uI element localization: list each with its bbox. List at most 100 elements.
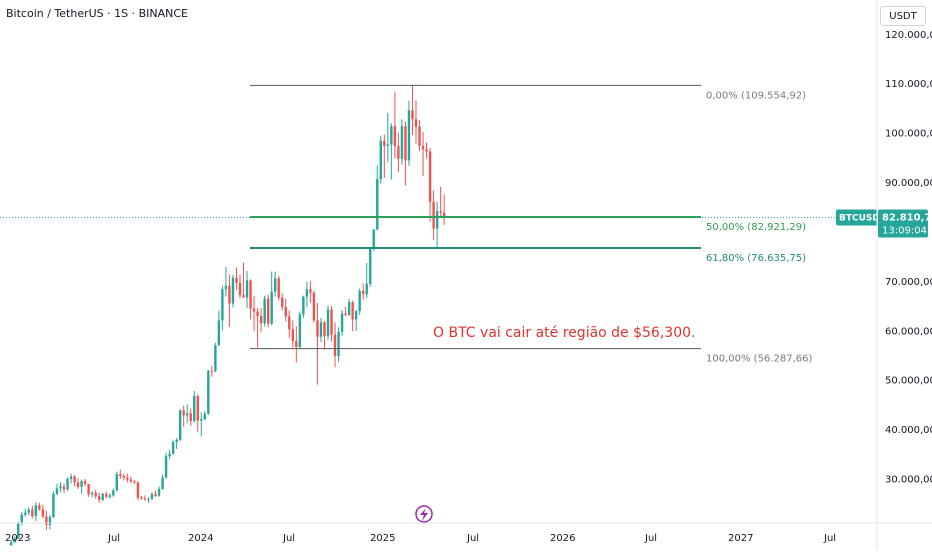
- candle-body: [207, 370, 210, 414]
- candle-body: [150, 493, 154, 499]
- candle-body: [189, 413, 192, 422]
- candle-body: [319, 322, 323, 337]
- candle-body: [312, 292, 316, 321]
- candle-body: [147, 498, 150, 500]
- symbol-tag: [836, 209, 877, 226]
- candle-body: [298, 314, 302, 348]
- candle-body: [27, 509, 30, 513]
- symbol-tag-label: BTCUSDT: [839, 214, 887, 224]
- candle-body: [369, 248, 372, 284]
- candle-body: [62, 486, 66, 490]
- fib-level-label: 0,00% (109.554,92): [706, 90, 806, 101]
- candle-body: [73, 476, 76, 483]
- fib-retracement[interactable]: 0,00% (109.554,92) 50,00% (82.921,29) 61,8…: [250, 84, 812, 365]
- candle-body: [210, 370, 214, 372]
- lightning-event-icon[interactable]: [415, 505, 433, 523]
- candle-body: [277, 278, 280, 298]
- x-tick-label: Jul: [466, 533, 479, 544]
- candle-body: [425, 149, 428, 152]
- candle-body: [157, 488, 161, 496]
- candle-body: [418, 126, 421, 146]
- candle-body: [98, 496, 101, 500]
- candle-body: [414, 119, 418, 127]
- candle-body: [90, 492, 94, 495]
- candle-body: [288, 316, 291, 330]
- candle-body: [291, 329, 294, 342]
- candle-body: [217, 320, 221, 346]
- candles: [10, 85, 446, 546]
- candle-body: [323, 322, 326, 337]
- candle-body: [182, 410, 185, 416]
- candle-body: [330, 309, 333, 335]
- candle-body: [136, 482, 140, 498]
- candle-body: [347, 302, 351, 315]
- candle-body: [34, 505, 38, 517]
- candle-body: [80, 480, 83, 487]
- candle-body: [122, 476, 126, 478]
- candle-body: [383, 141, 386, 146]
- candle-body: [351, 302, 354, 320]
- y-tick-label: 90.000,00: [885, 178, 932, 189]
- candle-body: [270, 291, 273, 324]
- candle-body: [69, 476, 73, 480]
- candle-body: [94, 492, 97, 497]
- x-tick-label: Jul: [823, 533, 836, 544]
- candle-body: [108, 495, 111, 497]
- fib-level-label: 61,80% (76.635,75): [706, 253, 806, 264]
- candle-body: [115, 474, 118, 491]
- currency-button[interactable]: USDT: [880, 6, 926, 26]
- x-tick-label: 2023: [5, 533, 30, 544]
- candle-body: [376, 179, 379, 230]
- x-tick-label: 2025: [370, 533, 395, 544]
- candle-body: [101, 493, 104, 500]
- candle-body: [87, 483, 90, 495]
- candle-body: [193, 395, 196, 422]
- candle-body: [235, 277, 238, 283]
- y-tick-label: 60.000,00: [885, 326, 932, 337]
- candle-body: [362, 290, 365, 295]
- candle-body: [302, 296, 305, 315]
- candle-body: [126, 477, 129, 480]
- candle-body: [59, 486, 62, 489]
- candle-body: [186, 413, 189, 416]
- candle-body: [316, 320, 319, 337]
- candle-body: [358, 290, 361, 311]
- candle-body: [421, 145, 425, 150]
- candle-body: [372, 229, 375, 249]
- symbol-title[interactable]: Bitcoin / TetherUS · 1S · BINANCE: [6, 7, 189, 20]
- candle-body: [256, 311, 259, 316]
- candle-body: [305, 289, 309, 297]
- y-tick-label: 50.000,00: [885, 376, 932, 387]
- candle-body: [309, 289, 312, 293]
- candle-body: [140, 497, 143, 499]
- candle-body: [337, 331, 340, 356]
- candle-body: [154, 493, 157, 496]
- candle-body: [171, 441, 175, 454]
- candle-body: [259, 315, 263, 324]
- lightning-icon: [420, 508, 428, 521]
- candle-body: [224, 285, 228, 290]
- candle-body: [407, 110, 411, 161]
- current-price-value: 82.810,72: [882, 213, 932, 224]
- candle-body: [228, 285, 231, 304]
- candle-body: [20, 514, 23, 524]
- candle-body: [266, 298, 270, 324]
- x-tick-label: Jul: [107, 533, 120, 544]
- candle-body: [379, 141, 382, 180]
- candle-body: [249, 280, 252, 309]
- candle-body: [397, 145, 400, 159]
- candle-body: [52, 493, 55, 518]
- candle-body: [295, 341, 298, 348]
- candle-body: [129, 479, 133, 482]
- candle-body: [435, 211, 439, 229]
- candle-body: [76, 482, 80, 487]
- candle-body: [221, 289, 224, 321]
- candle-body: [175, 439, 178, 442]
- bar-countdown: 13:09:04: [882, 226, 927, 237]
- candle-body: [428, 151, 432, 202]
- candle-body: [238, 282, 242, 296]
